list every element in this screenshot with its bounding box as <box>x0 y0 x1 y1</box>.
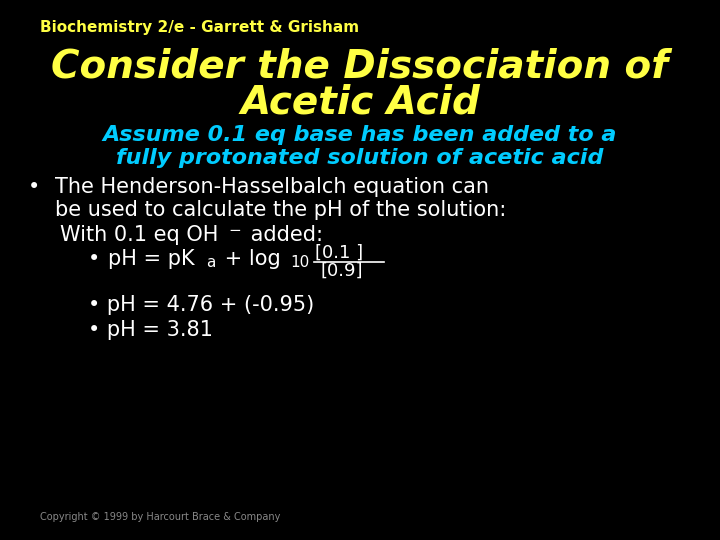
Text: be used to calculate the pH of the solution:: be used to calculate the pH of the solut… <box>55 200 506 220</box>
Text: [0.1 ]: [0.1 ] <box>315 244 363 262</box>
Text: • pH = 4.76 + (-0.95): • pH = 4.76 + (-0.95) <box>88 295 314 315</box>
Text: With 0.1 eq OH: With 0.1 eq OH <box>60 225 218 245</box>
Text: •: • <box>28 177 40 197</box>
Text: •: • <box>88 249 100 269</box>
Text: The Henderson-Hasselbalch equation can: The Henderson-Hasselbalch equation can <box>55 177 489 197</box>
Text: −: − <box>228 223 240 238</box>
Text: added:: added: <box>244 225 323 245</box>
Text: Copyright © 1999 by Harcourt Brace & Company: Copyright © 1999 by Harcourt Brace & Com… <box>40 512 280 522</box>
Text: Consider the Dissociation of: Consider the Dissociation of <box>51 48 669 86</box>
Text: Biochemistry 2/e - Garrett & Grisham: Biochemistry 2/e - Garrett & Grisham <box>40 20 359 35</box>
Text: pH = pK: pH = pK <box>108 249 194 269</box>
Text: 10: 10 <box>290 255 310 270</box>
Text: + log: + log <box>218 249 281 269</box>
Text: fully protonated solution of acetic acid: fully protonated solution of acetic acid <box>117 148 603 168</box>
Text: a: a <box>206 255 215 270</box>
Text: Acetic Acid: Acetic Acid <box>240 84 480 122</box>
Text: Assume 0.1 eq base has been added to a: Assume 0.1 eq base has been added to a <box>103 125 617 145</box>
Text: • pH = 3.81: • pH = 3.81 <box>88 320 213 340</box>
Text: [0.9]: [0.9] <box>320 262 362 280</box>
